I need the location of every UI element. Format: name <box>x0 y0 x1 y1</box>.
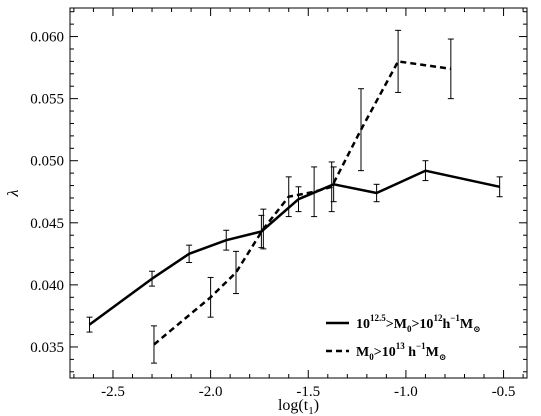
y-tick-label: 0.060 <box>30 30 64 46</box>
series-low_mass <box>86 160 503 333</box>
x-tick-label: -0.5 <box>492 384 516 400</box>
y-tick-label: 0.035 <box>30 340 64 356</box>
y-tick-label: 0.040 <box>30 278 64 294</box>
series-layer <box>86 29 503 364</box>
x-axis-label-subscript: 1 <box>308 405 314 416</box>
axis-tick-labels: -2.5 -2.0 -1.5 -1.0 -0.5 0.035 0.040 0.045 0.050… <box>30 30 515 400</box>
x-axis-label: log(t1) <box>278 397 319 416</box>
legend: 1012.5>M0>1012h−1M⊙ M0>1013 h−1M⊙ <box>326 313 481 362</box>
x-tick-label: -1.0 <box>394 384 418 400</box>
series-high_mass <box>150 29 454 364</box>
series-line-high_mass <box>153 60 451 346</box>
plot-frame <box>69 7 528 379</box>
y-tick-label: 0.045 <box>30 216 64 232</box>
legend-label-high-mass: M0>1013 h−1M⊙ <box>356 341 446 362</box>
x-tick-label: -2.5 <box>101 384 125 400</box>
x-tick-label: -2.0 <box>199 384 223 400</box>
y-tick-label: 0.055 <box>30 92 64 108</box>
series-line-low_mass <box>88 169 500 326</box>
axis-ticks <box>70 8 527 378</box>
x-tick-label: -1.5 <box>296 384 320 400</box>
legend-label-low-mass: 1012.5>M0>1012h−1M⊙ <box>356 313 481 334</box>
y-axis-label: λ <box>5 189 22 197</box>
y-tick-label: 0.050 <box>30 154 64 170</box>
